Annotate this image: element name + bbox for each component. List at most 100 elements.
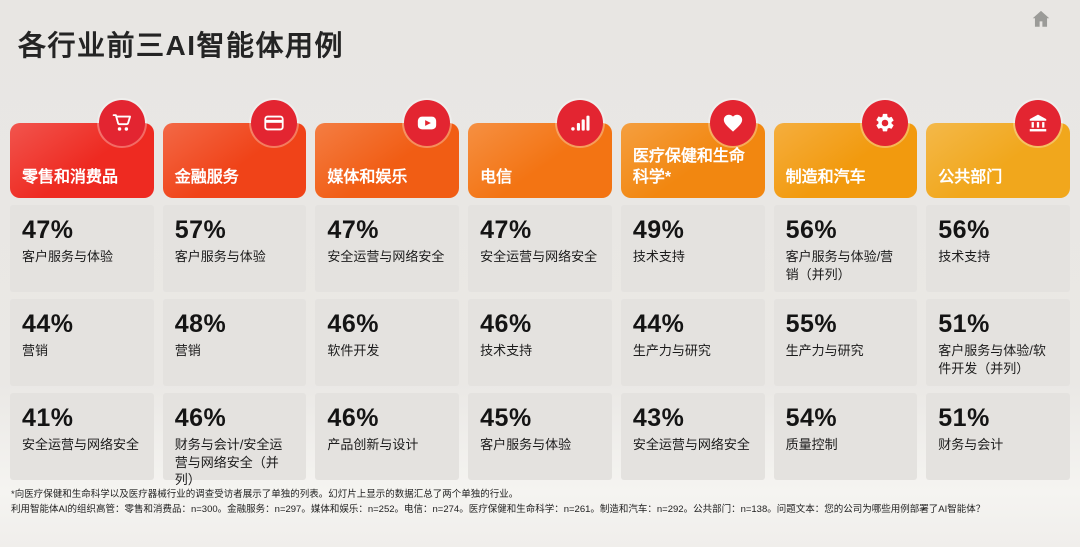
use-case-percent: 46% [327,404,379,432]
credit-card-icon [263,112,285,134]
use-case-cell: 45% 客户服务与体验 [468,393,612,480]
industry-name: 零售和消费品 [22,168,119,186]
use-case-label: 生产力与研究 [632,343,711,358]
use-case-percent: 47% [480,216,532,244]
use-case-percent: 51% [938,404,990,432]
use-case-cell: 46% 产品创新与设计 [315,393,460,480]
gear-icon [874,112,896,134]
industry-column-6: 制造和汽车 56% 客户服务与体验/营销（并列） 55% 生产力与研究 54% … [773,100,918,480]
use-case-cell: 46% 软件开发 [315,299,460,386]
use-case-cell: 44% 生产力与研究 [620,299,765,386]
use-case-percent: 44% [22,310,74,338]
use-case-label: 客户服务与体验 [22,249,114,264]
page-title: 各行业前三AI智能体用例 [18,30,345,61]
use-case-label: 产品创新与设计 [327,437,419,452]
industry-column-4: 电信 47% 安全运营与网络安全 46% 技术支持 45% 客户服务与体验 [468,100,612,480]
use-case-cell: 43% 安全运营与网络安全 [620,393,765,480]
use-case-cell: 48% 营销 [162,299,307,386]
industry-icon-badge [556,100,603,146]
use-case-label: 安全运营与网络安全 [22,437,140,452]
industry-column-3: 媒体和娱乐 47% 安全运营与网络安全 46% 软件开发 46% 产品创新与设计 [315,100,460,480]
use-case-cell: 47% 安全运营与网络安全 [315,205,460,292]
industry-name: 电信 [480,168,513,186]
heart-icon [722,112,744,134]
use-case-percent: 54% [785,404,838,432]
industry-name: 金融服务 [174,168,239,186]
use-case-percent: 46% [480,310,532,338]
home-icon [1030,8,1052,35]
use-case-cell: 47% 客户服务与体验 [10,205,154,292]
industry-column-7: 公共部门 56% 技术支持 51% 客户服务与体验/软件开发（并列） 51% 财… [926,100,1070,480]
industry-icon-badge [709,100,756,146]
use-case-percent: 55% [785,310,838,338]
home-button[interactable] [1028,8,1054,34]
use-case-label: 财务与会计 [938,437,1004,452]
use-case-percent: 47% [22,216,74,244]
industry-grid: 零售和消费品 47% 客户服务与体验 44% 营销 41% 安全运营与网络安全 … [10,100,1070,487]
use-case-cell: 41% 安全运营与网络安全 [10,393,154,480]
use-case-percent: 56% [938,216,990,244]
use-case-cell: 46% 技术支持 [468,299,612,386]
industry-column-5: 医疗保健和生命科学* 49% 技术支持 44% 生产力与研究 43% 安全运营与… [620,100,765,480]
industry-name: 公共部门 [938,168,1003,186]
footnote: *向医疗保健和生命科学以及医疗器械行业的调查受访者展示了单独的列表。幻灯片上显示… [11,487,1051,517]
bank-icon [1027,112,1049,134]
use-case-cell: 51% 财务与会计 [926,393,1070,480]
footnote-line-2: 利用智能体AI的组织高管：零售和消费品：n=300。金融服务：n=297。媒体和… [11,504,986,516]
use-case-cell: 46% 财务与会计/安全运营与网络安全（并列） [162,393,307,487]
industry-icon-badge [404,100,451,146]
industry-column-2: 金融服务 57% 客户服务与体验 48% 营销 46% 财务与会计/安全运营与网… [162,100,307,487]
industry-name: 医疗保健和生命科学* [632,148,745,186]
use-case-cell: 57% 客户服务与体验 [162,205,307,292]
use-case-cell: 51% 客户服务与体验/软件开发（并列） [926,299,1070,386]
use-case-label: 技术支持 [632,249,685,264]
use-case-cell: 47% 安全运营与网络安全 [468,205,612,292]
industry-name: 制造和汽车 [785,168,866,186]
use-case-label: 客户服务与体验/营销（并列） [785,249,894,282]
industry-icon-badge [1014,100,1061,146]
use-case-label: 技术支持 [938,249,991,264]
use-case-percent: 45% [480,404,532,432]
use-case-percent: 47% [327,216,379,244]
industry-column-1: 零售和消费品 47% 客户服务与体验 44% 营销 41% 安全运营与网络安全 [10,100,154,480]
use-case-percent: 44% [632,310,685,338]
play-icon [416,112,438,134]
use-case-label: 营销 [22,343,49,358]
use-case-label: 生产力与研究 [785,343,864,358]
use-case-percent: 41% [22,404,74,432]
use-case-percent: 43% [632,404,685,432]
use-case-label: 客户服务与体验/软件开发（并列） [938,343,1046,376]
use-case-label: 客户服务与体验 [480,437,572,452]
use-case-cell: 44% 营销 [10,299,154,386]
use-case-percent: 48% [174,310,227,338]
use-case-cell: 55% 生产力与研究 [773,299,918,386]
use-case-cell: 49% 技术支持 [620,205,765,292]
use-case-label: 安全运营与网络安全 [632,437,750,452]
use-case-percent: 57% [174,216,227,244]
use-case-label: 客户服务与体验 [174,249,266,264]
industry-header: 电信 [468,123,612,198]
industry-name: 媒体和娱乐 [327,168,408,186]
use-case-percent: 56% [785,216,838,244]
use-case-label: 质量控制 [785,437,838,452]
use-case-cell: 56% 技术支持 [926,205,1070,292]
use-case-cell: 56% 客户服务与体验/营销（并列） [773,205,918,292]
use-case-label: 安全运营与网络安全 [327,249,445,264]
industry-icon-badge [251,100,298,146]
use-case-label: 软件开发 [327,343,380,358]
shopping-cart-icon [111,112,133,134]
use-case-label: 技术支持 [480,343,533,358]
footnote-line-1: *向医疗保健和生命科学以及医疗器械行业的调查受访者展示了单独的列表。幻灯片上显示… [11,489,519,500]
use-case-cell: 54% 质量控制 [773,393,918,480]
use-case-percent: 46% [174,404,227,432]
use-case-percent: 49% [632,216,685,244]
bar-chart-icon [569,112,591,134]
use-case-label: 安全运营与网络安全 [480,249,598,264]
use-case-label: 营销 [174,343,201,358]
use-case-label: 财务与会计/安全运营与网络安全（并列） [174,437,283,488]
use-case-percent: 46% [327,310,379,338]
industry-header: 制造和汽车 [773,123,918,198]
industry-icon-badge [98,100,145,146]
industry-header: 媒体和娱乐 [315,123,460,198]
industry-icon-badge [862,100,909,146]
